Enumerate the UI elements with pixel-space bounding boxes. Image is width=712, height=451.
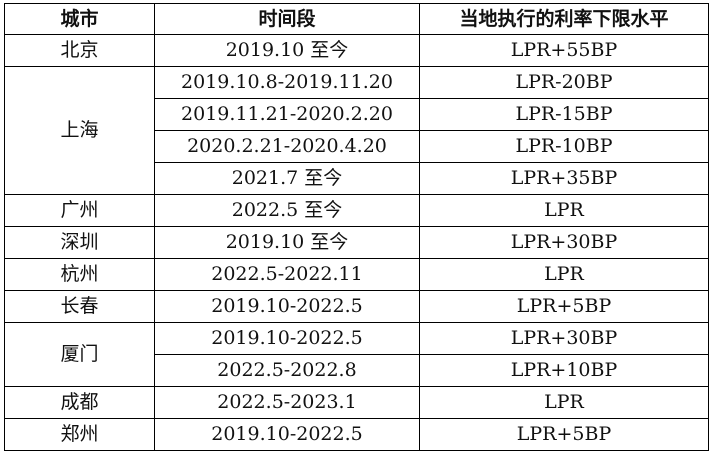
rate-cell: LPR+5BP xyxy=(419,290,709,323)
rate-cell: LPR+55BP xyxy=(419,34,709,67)
header-row: 城市 时间段 当地执行的利率下限水平 xyxy=(4,3,709,35)
table-row: 2021.7 至今 LPR+35BP xyxy=(5,162,709,195)
period-cell: 2019.10-2022.5 xyxy=(154,322,420,355)
city-cell: 深圳 xyxy=(4,226,155,259)
table-row: 广州 2022.5 至今 LPR xyxy=(4,194,709,227)
period-cell: 2022.5 至今 xyxy=(154,194,420,227)
table-row: 长春 2019.10-2022.5 LPR+5BP xyxy=(4,290,709,323)
period-cell: 2020.2.21-2020.4.20 xyxy=(154,130,420,163)
table-row: 北京 2019.10 至今 LPR+55BP xyxy=(4,34,709,67)
table-row: 郑州 2019.10-2022.5 LPR+5BP xyxy=(4,418,709,451)
rate-cell: LPR xyxy=(419,386,709,419)
rate-cell: LPR+30BP xyxy=(419,322,709,355)
rate-cell: LPR-20BP xyxy=(419,66,709,99)
city-cell: 成都 xyxy=(4,386,155,419)
rate-table: 城市 时间段 当地执行的利率下限水平 北京 2019.10 至今 LPR+55B… xyxy=(4,3,709,451)
rate-cell: LPR+35BP xyxy=(419,162,709,195)
table-row: 厦门 2019.10-2022.5 LPR+30BP xyxy=(4,322,709,387)
period-cell: 2022.5-2022.8 xyxy=(154,354,420,387)
city-cell: 郑州 xyxy=(4,418,155,451)
table-row: 成都 2022.5-2023.1 LPR xyxy=(4,386,709,419)
rate-cell: LPR-15BP xyxy=(419,98,709,131)
city-cell: 长春 xyxy=(4,290,155,323)
table-row: 2022.5-2022.8 LPR+10BP xyxy=(5,354,709,387)
period-cell: 2019.10-2022.5 xyxy=(154,290,420,323)
city-cell: 上海 xyxy=(4,66,155,195)
table-row: 杭州 2022.5-2022.11 LPR xyxy=(4,258,709,291)
period-cell: 2019.11.21-2020.2.20 xyxy=(154,98,420,131)
table-row: 深圳 2019.10 至今 LPR+30BP xyxy=(4,226,709,259)
rate-cell: LPR+30BP xyxy=(419,226,709,259)
rate-cell: LPR+5BP xyxy=(419,418,709,451)
rate-cell: LPR xyxy=(419,194,709,227)
period-cell: 2019.10 至今 xyxy=(154,226,420,259)
rate-cell: LPR+10BP xyxy=(419,354,709,387)
period-cell: 2022.5-2023.1 xyxy=(154,386,420,419)
table-row: 2019.11.21-2020.2.20 LPR-15BP xyxy=(5,98,709,131)
table-row: 上海 2019.10.8-2019.11.20 LPR-20BP xyxy=(4,66,709,195)
rate-cell: LPR-10BP xyxy=(419,130,709,163)
period-cell: 2019.10 至今 xyxy=(154,34,420,67)
city-cell: 北京 xyxy=(4,34,155,67)
period-cell: 2019.10.8-2019.11.20 xyxy=(154,66,420,99)
city-cell: 厦门 xyxy=(4,322,155,387)
period-cell: 2022.5-2022.11 xyxy=(154,258,420,291)
header-city: 城市 xyxy=(4,3,155,35)
header-rate: 当地执行的利率下限水平 xyxy=(419,3,709,35)
city-cell: 杭州 xyxy=(4,258,155,291)
table-row: 2020.2.21-2020.4.20 LPR-10BP xyxy=(5,130,709,163)
period-cell: 2019.10-2022.5 xyxy=(154,418,420,451)
rate-cell: LPR xyxy=(419,258,709,291)
period-cell: 2021.7 至今 xyxy=(154,162,420,195)
city-cell: 广州 xyxy=(4,194,155,227)
header-period: 时间段 xyxy=(154,3,420,35)
